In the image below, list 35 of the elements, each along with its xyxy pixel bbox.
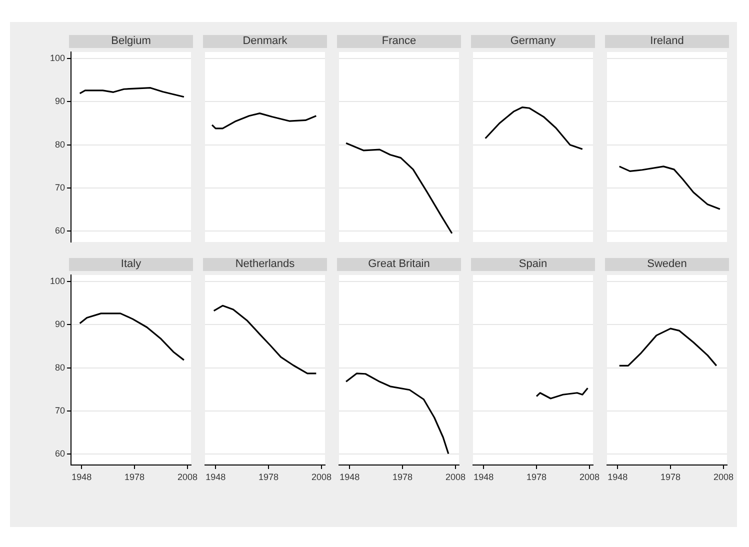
x-tick-label: 2008 <box>579 472 600 482</box>
chart-title: Sweden <box>605 258 729 271</box>
x-tick-label: 1978 <box>526 472 547 482</box>
x-tick-label: 2008 <box>445 472 466 482</box>
chart-title: Ireland <box>605 35 729 48</box>
y-tick-label: 70 <box>54 182 65 193</box>
chart-title: Belgium <box>69 35 193 48</box>
y-tick-label: 60 <box>54 226 65 236</box>
y-tick-label: 70 <box>54 406 65 416</box>
y-tick-label: 100 <box>50 276 65 286</box>
x-tick-label: 2008 <box>311 472 332 482</box>
x-tick-label: 1948 <box>608 472 628 482</box>
chart-title: Denmark <box>203 35 327 48</box>
chart-title: Netherlands <box>203 258 327 271</box>
y-tick-label: 100 <box>50 52 65 63</box>
chart-title: Great Britain <box>337 258 461 271</box>
y-tick-label: 80 <box>54 362 65 372</box>
chart-title: Italy <box>69 258 193 271</box>
x-tick-label: 1978 <box>258 472 279 482</box>
chart-title: France <box>337 35 461 48</box>
x-tick-label: 1978 <box>124 472 145 482</box>
x-tick-label: 1948 <box>206 472 226 482</box>
x-tick-label: 1948 <box>340 472 360 482</box>
x-tick-label: 1978 <box>392 472 413 482</box>
x-tick-label: 1948 <box>72 472 92 482</box>
x-tick-label: 2008 <box>177 472 198 482</box>
chart-title: Spain <box>471 258 595 271</box>
x-tick-label: 1978 <box>660 472 681 482</box>
y-tick-label: 60 <box>54 448 65 459</box>
x-tick-label: 1948 <box>474 472 494 482</box>
x-tick-label: 2008 <box>713 472 734 482</box>
y-tick-label: 80 <box>54 139 65 150</box>
y-tick-label: 90 <box>54 319 65 330</box>
chart-title: Germany <box>471 35 595 48</box>
y-tick-label: 90 <box>54 96 65 106</box>
